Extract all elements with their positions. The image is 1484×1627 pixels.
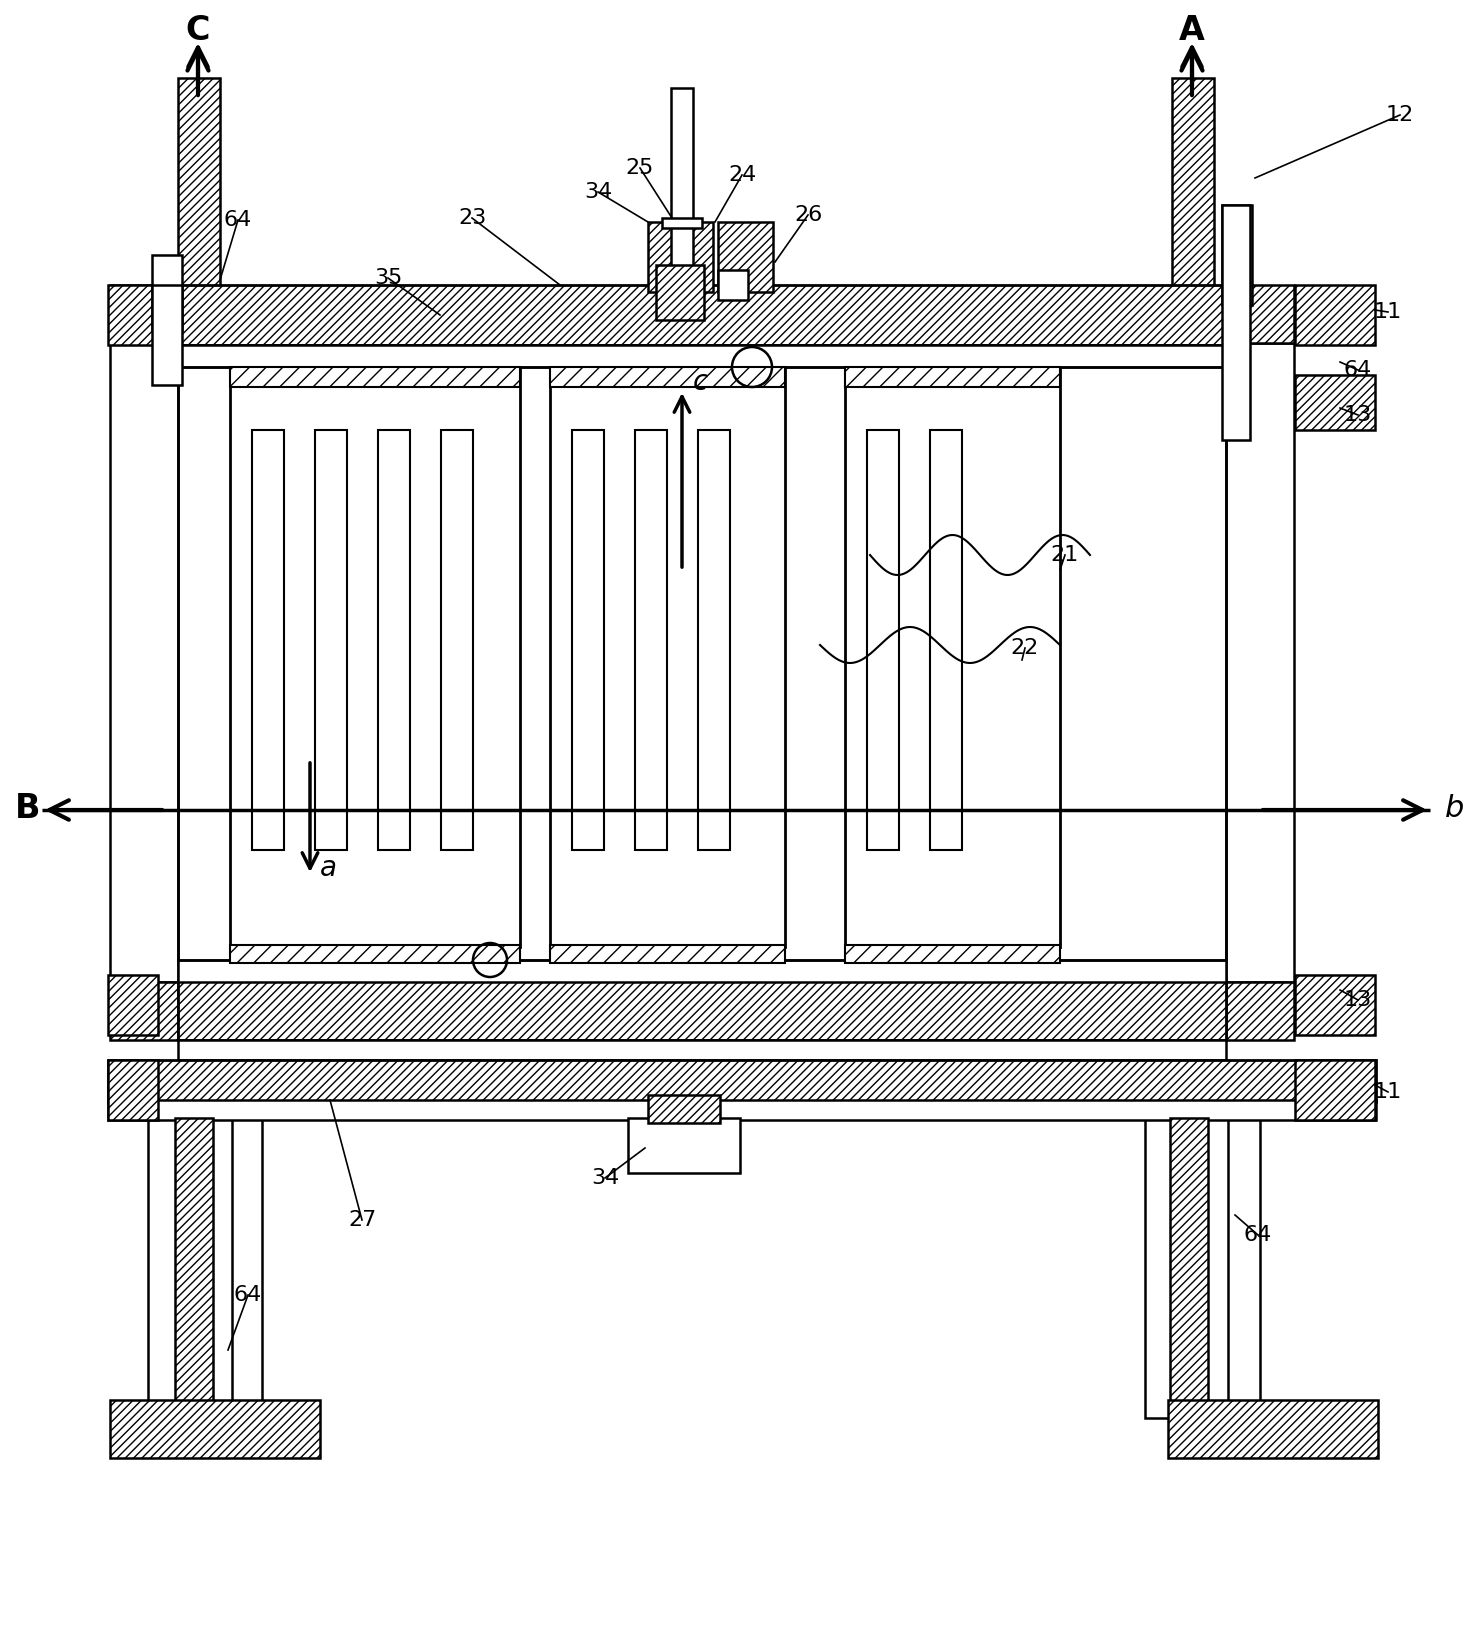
Bar xyxy=(178,345,1226,368)
Bar xyxy=(930,430,962,849)
Bar xyxy=(151,285,183,386)
Text: 64: 64 xyxy=(234,1285,263,1305)
Bar xyxy=(1296,1061,1376,1119)
Bar xyxy=(1226,343,1294,983)
Bar xyxy=(175,1118,214,1419)
Bar xyxy=(252,430,283,849)
Bar xyxy=(1146,1118,1175,1419)
Bar xyxy=(230,368,519,387)
Text: 25: 25 xyxy=(626,158,654,177)
Text: 24: 24 xyxy=(727,164,757,185)
Text: 64: 64 xyxy=(1244,1225,1272,1245)
Text: A: A xyxy=(1180,13,1205,47)
Bar xyxy=(844,368,1060,947)
Text: C: C xyxy=(186,13,211,47)
Text: 13: 13 xyxy=(1345,405,1373,425)
Bar xyxy=(110,343,178,983)
Bar xyxy=(108,1061,157,1119)
Text: 34: 34 xyxy=(583,182,611,202)
Bar xyxy=(178,78,220,290)
Text: b: b xyxy=(1445,794,1465,823)
Bar xyxy=(178,979,1226,1040)
Bar xyxy=(628,1118,741,1173)
Text: 64: 64 xyxy=(1345,360,1373,381)
Text: 11: 11 xyxy=(1374,303,1402,322)
Text: c: c xyxy=(693,368,708,395)
Bar xyxy=(148,1118,180,1419)
Bar xyxy=(635,430,666,849)
Bar xyxy=(1172,78,1214,290)
Text: 22: 22 xyxy=(1011,638,1039,657)
Bar xyxy=(662,218,702,228)
Text: 12: 12 xyxy=(1386,106,1414,125)
Bar xyxy=(844,945,1060,963)
Bar xyxy=(844,368,1060,387)
Bar xyxy=(551,368,785,387)
Text: 23: 23 xyxy=(459,208,487,228)
Bar xyxy=(108,975,157,1035)
Text: a: a xyxy=(319,854,337,882)
Bar xyxy=(1226,285,1294,343)
Text: 27: 27 xyxy=(347,1210,375,1230)
Text: 34: 34 xyxy=(591,1168,619,1188)
Bar xyxy=(656,265,703,321)
Bar xyxy=(649,221,712,291)
Bar xyxy=(378,430,410,849)
Bar xyxy=(178,1040,1226,1061)
Text: 35: 35 xyxy=(374,268,402,288)
Bar xyxy=(1168,1399,1379,1458)
Bar xyxy=(151,255,183,330)
Bar xyxy=(551,368,785,947)
Text: 21: 21 xyxy=(1051,545,1079,565)
Text: 64: 64 xyxy=(224,210,252,229)
Bar xyxy=(232,1118,263,1419)
Bar xyxy=(1221,205,1250,439)
Bar xyxy=(230,368,519,947)
Bar xyxy=(867,430,899,849)
Bar xyxy=(1296,374,1376,430)
Bar xyxy=(1226,983,1294,1040)
Bar xyxy=(1169,1118,1208,1419)
Bar xyxy=(1227,1118,1260,1419)
Bar xyxy=(697,430,730,849)
Bar xyxy=(178,285,1226,345)
Bar xyxy=(441,430,473,849)
Bar xyxy=(110,983,178,1040)
Bar xyxy=(230,945,519,963)
Bar xyxy=(649,1095,720,1123)
Bar xyxy=(671,88,693,268)
Bar xyxy=(1296,285,1376,345)
Bar xyxy=(108,1100,1376,1119)
Bar xyxy=(315,430,347,849)
Bar xyxy=(108,285,157,345)
Bar xyxy=(110,285,178,343)
Text: B: B xyxy=(15,791,40,825)
Text: 26: 26 xyxy=(794,205,822,225)
Bar xyxy=(178,960,1226,983)
Bar xyxy=(551,945,785,963)
Bar xyxy=(110,1399,321,1458)
Text: 11: 11 xyxy=(1374,1082,1402,1101)
Bar xyxy=(108,1061,1376,1101)
Bar xyxy=(1296,975,1376,1035)
Bar xyxy=(718,270,748,299)
Bar xyxy=(571,430,604,849)
Bar xyxy=(1221,205,1252,304)
Text: 13: 13 xyxy=(1345,989,1373,1010)
Bar xyxy=(718,221,773,291)
